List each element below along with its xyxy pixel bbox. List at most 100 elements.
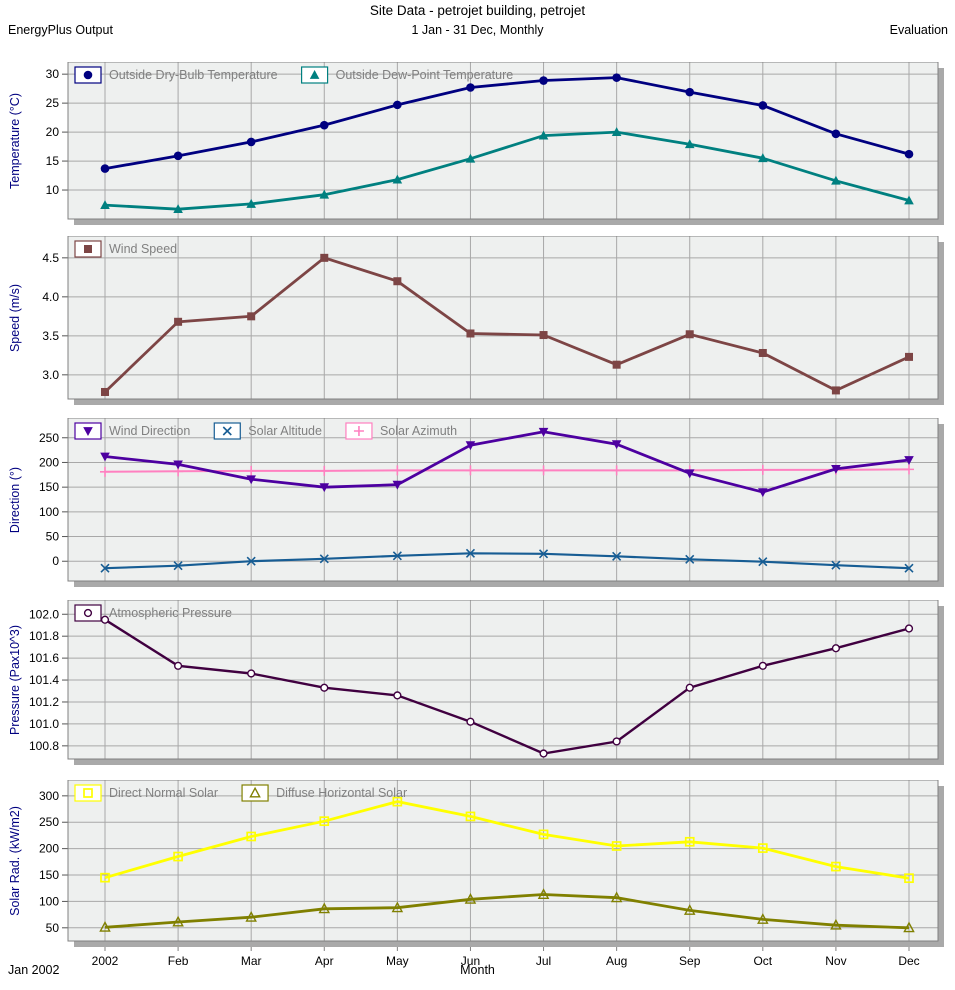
circle-open-marker bbox=[173, 661, 183, 670]
x-tick-label: Nov bbox=[825, 954, 846, 968]
circle-open-marker bbox=[320, 683, 329, 692]
x-tick-label: Jul bbox=[536, 954, 551, 968]
series-diffuse-horizontal-solar bbox=[99, 888, 915, 933]
triangle-up-open-marker bbox=[537, 888, 550, 900]
report-subheader: EnergyPlus Output 1 Jan - 31 Dec, Monthl… bbox=[0, 23, 955, 39]
y-tick-label: 200 bbox=[39, 455, 59, 469]
chart-panel-direction: Direction (°) 0 50 100 150 200 250 Wind Directi… bbox=[0, 418, 955, 589]
plot-area bbox=[68, 780, 938, 941]
series-line bbox=[104, 130, 910, 211]
triangle-up-open-marker bbox=[903, 921, 915, 933]
plot-shadow bbox=[74, 759, 944, 765]
legend-item-outside-dry-bulb-temperature: Outside Dry-Bulb Temperature bbox=[74, 66, 278, 84]
y-tick-label: 100 bbox=[39, 505, 59, 519]
triangle-up-filled-marker bbox=[904, 195, 914, 205]
y-tick-label: 4.5 bbox=[42, 251, 59, 265]
y-tick-label: 101.2 bbox=[29, 695, 59, 709]
triangle-up-open-marker bbox=[245, 910, 257, 922]
legend-marker-box bbox=[74, 784, 102, 802]
square-open-marker bbox=[173, 851, 183, 862]
x-tick-label: May bbox=[386, 954, 409, 968]
series-atmospheric-pressure bbox=[100, 615, 914, 758]
square-filled-marker bbox=[612, 360, 621, 369]
y-tick-label: 250 bbox=[39, 431, 59, 445]
plot-shadow bbox=[74, 399, 944, 405]
series-outside-dew-point-temperature bbox=[100, 127, 914, 214]
triangle-up-open-marker bbox=[249, 786, 261, 798]
page-title: Site Data - petrojet building, petrojet bbox=[369, 3, 586, 18]
plus-marker bbox=[757, 464, 768, 475]
legend-label: Outside Dew-Point Temperature bbox=[336, 68, 514, 82]
triangle-down-filled-marker bbox=[465, 441, 476, 451]
triangle-up-filled-marker bbox=[319, 189, 330, 199]
triangle-up-filled-marker bbox=[611, 127, 622, 136]
x-marker bbox=[612, 551, 622, 561]
y-tick-label: 100.8 bbox=[29, 739, 59, 753]
legend-item-solar-altitude: Solar Altitude bbox=[213, 422, 322, 440]
plus-marker bbox=[392, 465, 403, 476]
plot-area bbox=[68, 62, 938, 219]
legend-item-diffuse-horizontal-solar: Diffuse Horizontal Solar bbox=[241, 784, 407, 802]
y-tick-label: 102.0 bbox=[29, 607, 59, 621]
x-marker bbox=[173, 561, 183, 571]
plus-marker bbox=[538, 465, 549, 476]
triangle-up-filled-marker bbox=[246, 198, 256, 208]
circle-open-marker bbox=[904, 624, 914, 633]
y-tick-label: 300 bbox=[39, 789, 59, 803]
triangle-down-filled-marker bbox=[392, 480, 403, 490]
triangle-up-open-marker bbox=[172, 915, 184, 927]
plot-shadow bbox=[938, 424, 944, 587]
series-solar-altitude bbox=[100, 548, 914, 573]
vertical-gridlines bbox=[104, 600, 910, 759]
triangle-down-filled-marker bbox=[684, 469, 695, 479]
square-filled-marker bbox=[831, 386, 840, 395]
y-tick-label: 30 bbox=[46, 67, 60, 81]
plot-shadow bbox=[938, 242, 944, 405]
triangle-down-filled-marker bbox=[611, 440, 622, 450]
triangle-up-filled-marker bbox=[831, 175, 841, 185]
plot-frame bbox=[67, 780, 939, 942]
triangle-down-filled-marker bbox=[538, 427, 549, 437]
square-filled-marker bbox=[685, 330, 694, 339]
triangle-up-filled-marker bbox=[392, 174, 403, 184]
circle-open-marker bbox=[831, 644, 841, 653]
x-tick-label: Oct bbox=[753, 954, 772, 968]
square-filled-marker bbox=[247, 312, 256, 321]
circle-filled-marker bbox=[904, 149, 914, 159]
circle-open-marker bbox=[466, 717, 475, 726]
square-filled-marker bbox=[539, 331, 548, 340]
square-open-marker bbox=[83, 788, 93, 798]
y-tick-label: 25 bbox=[46, 96, 60, 110]
x-marker bbox=[831, 560, 841, 570]
legend-item-direct-normal-solar: Direct Normal Solar bbox=[74, 784, 218, 802]
legend-label: Wind Direction bbox=[109, 424, 190, 438]
report-footer: Jan 2002 Month bbox=[0, 963, 955, 981]
circle-open-marker bbox=[758, 661, 767, 670]
horizontal-gridlines bbox=[68, 437, 938, 562]
series-wind-speed bbox=[101, 253, 913, 396]
circle-filled-marker bbox=[831, 129, 841, 139]
chart-panel-temperature: Temperature (°C) 10 15 20 25 30 Outside Dry-Bu… bbox=[0, 62, 955, 227]
circle-filled-marker bbox=[612, 73, 621, 82]
series-line bbox=[104, 618, 910, 755]
triangle-down-filled-marker bbox=[100, 452, 110, 462]
triangle-down-filled-marker bbox=[83, 427, 93, 436]
report-program-label: EnergyPlus Output bbox=[8, 23, 113, 37]
plot-shadow bbox=[938, 786, 944, 947]
triangle-up-filled-marker bbox=[684, 139, 695, 149]
report-mode-label: Evaluation bbox=[889, 23, 948, 37]
x-axis-title: Month bbox=[460, 963, 495, 977]
y-tick-label: 150 bbox=[39, 868, 59, 882]
square-filled-marker bbox=[758, 348, 767, 357]
square-filled-marker bbox=[393, 277, 402, 286]
square-filled-marker bbox=[101, 387, 109, 396]
plot-shadow bbox=[74, 581, 944, 587]
y-tick-label: 101.8 bbox=[29, 629, 59, 643]
triangle-up-open-marker bbox=[830, 918, 842, 930]
circle-open-marker bbox=[247, 669, 256, 678]
legend-label: Wind Speed bbox=[109, 242, 177, 256]
y-tick-label: 20 bbox=[46, 125, 60, 139]
circle-open-marker bbox=[393, 691, 402, 700]
plot-pressure: 100.8 101.0 101.2 101.4 101.6 101.8 102.0 Atmos… bbox=[29, 600, 944, 765]
legend-label: Solar Azimuth bbox=[380, 424, 457, 438]
